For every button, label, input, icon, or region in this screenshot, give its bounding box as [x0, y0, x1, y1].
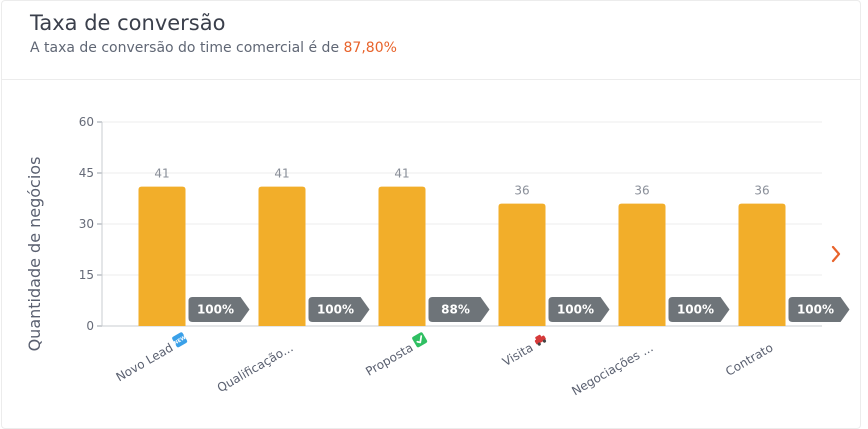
- bar-group[interactable]: 36 100% Visita: [498, 184, 610, 369]
- badge-shape: [188, 297, 250, 322]
- conversion-label: 88%: [441, 303, 470, 317]
- bar-group[interactable]: 41 88% Proposta: [363, 167, 490, 379]
- bar[interactable]: [498, 203, 546, 326]
- category-label-group: Contrato: [723, 340, 775, 378]
- category-label: Negociações ...: [569, 340, 655, 398]
- conversion-label: 100%: [557, 303, 594, 317]
- conversion-badge: 100%: [308, 297, 370, 322]
- card-subtitle: A taxa de conversão do time comercial é …: [30, 40, 397, 56]
- conversion-label: 100%: [677, 303, 714, 317]
- card-header: Taxa de conversão A taxa de conversão do…: [2, 1, 860, 80]
- category-label: Proposta: [363, 340, 415, 378]
- badge-shape: [428, 297, 490, 322]
- category-label-group: Qualificação...: [215, 340, 296, 395]
- badge-shape: [668, 297, 730, 322]
- bar-group[interactable]: 36 100% Contrato: [723, 184, 850, 379]
- bar[interactable]: [258, 186, 306, 326]
- category-label: Novo Lead: [114, 340, 176, 384]
- y-tick-label: 60: [79, 115, 94, 129]
- bar[interactable]: [138, 186, 186, 326]
- conversion-rate: 87,80%: [343, 40, 397, 56]
- conversion-badge: 100%: [548, 297, 610, 322]
- y-tick-label: 30: [79, 217, 94, 231]
- badge-shape: [788, 297, 850, 322]
- card-title: Taxa de conversão: [30, 11, 226, 35]
- category-label-group: Proposta: [363, 332, 428, 379]
- bar-value-label: 41: [274, 167, 289, 181]
- car-emoji-icon: [534, 334, 547, 346]
- bar-value-label: 36: [634, 184, 649, 198]
- conversion-badge: 88%: [428, 297, 490, 322]
- y-tick-label: 0: [86, 319, 94, 333]
- new-emoji-icon: NEW: [172, 332, 188, 348]
- subtitle-text: A taxa de conversão do time comercial é …: [30, 40, 344, 56]
- y-tick-label: 45: [79, 166, 94, 180]
- y-axis-title: Quantidade de negócios: [25, 157, 44, 352]
- bar-value-label: 36: [754, 184, 769, 198]
- conversion-badge: 100%: [668, 297, 730, 322]
- y-tick-label: 15: [79, 268, 94, 282]
- badge-shape: [548, 297, 610, 322]
- conversion-label: 100%: [197, 303, 234, 317]
- category-label-group: Visita: [500, 334, 547, 369]
- conversion-badge: 100%: [788, 297, 850, 322]
- grid-layer: 0 15 30 45 60: [79, 115, 822, 333]
- category-label: Visita: [500, 340, 536, 369]
- bar-group[interactable]: 41 100% Qualificação...: [215, 167, 370, 396]
- category-label-group: Negociações ...: [569, 340, 655, 398]
- category-label: Contrato: [723, 340, 775, 378]
- bar[interactable]: [378, 186, 426, 326]
- conversion-badge: 100%: [188, 297, 250, 322]
- badge-shape: [308, 297, 370, 322]
- chevron-right-icon[interactable]: [831, 245, 841, 263]
- svg-text:NEW: NEW: [173, 335, 188, 347]
- bar[interactable]: [738, 203, 786, 326]
- bar-group[interactable]: 36 100% Negociações ...: [569, 184, 730, 399]
- bar-value-label: 36: [514, 184, 529, 198]
- category-label: Qualificação...: [215, 340, 296, 395]
- bar[interactable]: [618, 203, 666, 326]
- conversion-label: 100%: [797, 303, 834, 317]
- conversion-label: 100%: [317, 303, 354, 317]
- check-emoji-icon: [412, 332, 428, 348]
- bar-value-label: 41: [394, 167, 409, 181]
- bar-value-label: 41: [154, 167, 169, 181]
